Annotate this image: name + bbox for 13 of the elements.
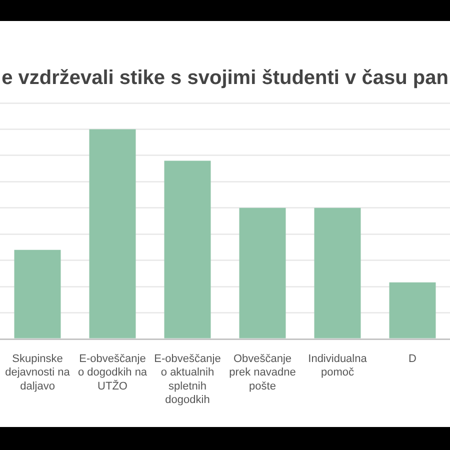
bar <box>239 208 286 338</box>
x-tick-label: Individualna pomoč <box>308 352 368 379</box>
bar <box>14 250 61 338</box>
bar <box>89 129 136 338</box>
x-tick-label: Skupinske dejavnosti na daljavo <box>5 352 71 392</box>
chart-title: e vzdrževali stike s svojimi študenti v času pan <box>0 66 450 90</box>
x-tick-label: D <box>408 352 417 365</box>
bar <box>389 282 436 338</box>
x-tick-label: Obveščanje prek navadne pošte <box>229 352 296 392</box>
x-tick-label: E-obveščanje o aktualnih spletnih dogodkih <box>154 352 221 406</box>
bar <box>314 208 361 338</box>
bar <box>164 160 211 338</box>
x-tick-label: E-obveščanje o dogodkih na UTŽO <box>78 352 148 392</box>
